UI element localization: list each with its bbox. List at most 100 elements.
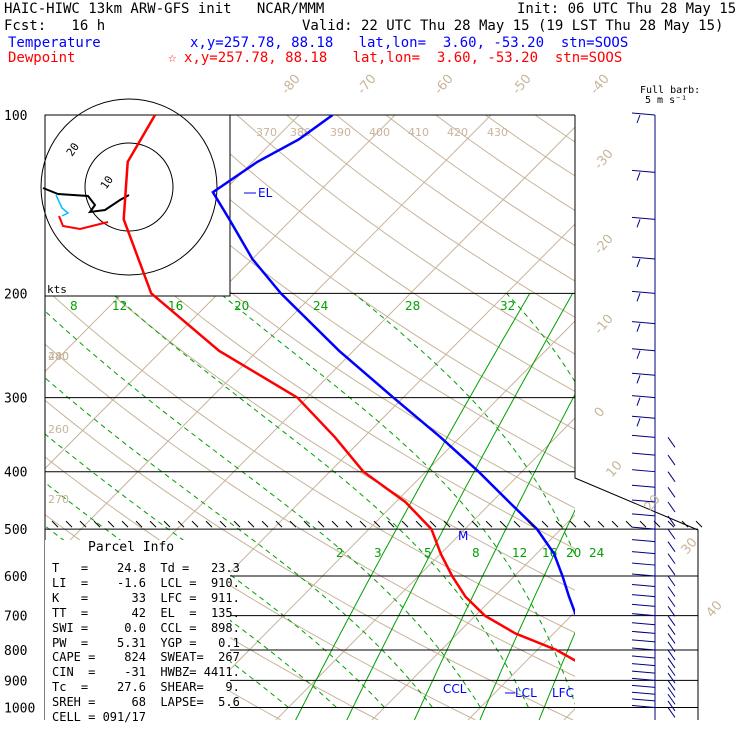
pressure-label: 500: [4, 523, 27, 538]
dry-adiabat-line: [684, 115, 740, 720]
adiabat-label: 440: [48, 350, 69, 363]
wind-barb-flag: [667, 528, 676, 540]
mixing-ratio-label: 3: [374, 546, 382, 560]
dry-adiabat-line: [435, 115, 575, 212]
wind-barb: [631, 415, 656, 419]
parcel-info-row: PW = 5.31 YGP = 0.1: [52, 635, 240, 650]
wind-barb-flag: [667, 657, 676, 669]
wind-barb-flag: [667, 700, 676, 712]
dry-adiabat-line: [585, 115, 740, 720]
isotherm-line: [0, 115, 11, 720]
wind-barb-flag: [636, 323, 641, 332]
isotherm-line: [660, 115, 740, 720]
inversion-hatch: [219, 520, 227, 528]
isotherm-line: [275, 417, 575, 720]
dewpoint-profile-line: [122, 115, 575, 662]
parcel-info-row: CIN = -31 HWBZ= 4411.: [52, 665, 240, 680]
barb-legend-line1: Full barb:: [640, 85, 701, 96]
mixing-ratio-label: 8: [70, 299, 78, 313]
wind-barb: [631, 526, 656, 530]
wind-barb-flag: [667, 515, 676, 527]
parcel-info-row: SWI = 0.0 CCL = 898.: [52, 620, 240, 635]
wind-barb-flag: [667, 624, 676, 635]
wind-barb: [631, 684, 656, 688]
wind-barb-flag: [667, 541, 676, 552]
right-axis: [574, 115, 699, 720]
inversion-hatch: [527, 520, 535, 528]
wind-barb-flag: [667, 606, 676, 617]
wind-barb-flag: [636, 397, 641, 406]
wind-barb-flag: [667, 564, 676, 576]
parcel-info-row: T = 24.8 Td = 23.3: [52, 561, 240, 575]
isotherm-label: 0: [592, 405, 609, 421]
wind-barb: [631, 434, 656, 438]
wind-barb-flag: [667, 672, 676, 684]
wind-barb-flag: [667, 693, 676, 705]
isotherm-label: -60: [432, 72, 457, 98]
hodograph-trace-cyan: [55, 194, 70, 217]
isotherm-label: 20: [642, 492, 664, 514]
wind-barb: [631, 584, 656, 588]
wind-barb: [631, 469, 656, 473]
temperature-legend-info: x,y=257.78, 88.18 lat,lon= 3.60, -53.20 …: [190, 35, 629, 51]
inversion-hatch: [261, 520, 269, 528]
wind-barb-flag: [667, 649, 676, 661]
wind-barb: [631, 216, 656, 220]
mixing-ratio-label: 8: [472, 546, 480, 560]
parcel-info-row: TT = 42 EL = 135.: [52, 605, 240, 620]
wind-barb-flag: [667, 454, 676, 466]
wind-barb-flag: [667, 437, 676, 448]
inversion-hatch: [233, 520, 241, 528]
dewpoint-star-icon: ☆: [168, 50, 177, 66]
wind-barb-flag: [667, 596, 676, 607]
dry-adiabat-line: [335, 115, 575, 282]
mixing-ratio-label: 5: [424, 546, 432, 560]
wind-barb: [631, 647, 656, 651]
wind-barb: [631, 622, 656, 626]
mixing-ratio-line: [583, 293, 740, 720]
isotherm-label: -50: [510, 72, 535, 98]
mixing-ratio-line: [413, 393, 575, 720]
inversion-hatch: [303, 520, 311, 528]
adiabat-label: 270: [48, 493, 69, 506]
mixing-ratio-label: 2: [336, 546, 344, 560]
mixing-ratio-label: 16: [542, 546, 557, 560]
dry-adiabat-line: [485, 115, 575, 177]
inversion-hatch: [205, 520, 213, 528]
mixing-ratio-label: 24: [313, 299, 328, 313]
wind-barb-flag: [636, 293, 641, 302]
mixing-ratio-label: 12: [512, 546, 527, 560]
hodograph-ring-label: 10: [98, 173, 116, 191]
wind-barb: [631, 551, 656, 555]
init-time: Init: 06 UTC Thu 28 May 15: [517, 1, 737, 17]
annotation-el: EL: [258, 186, 273, 200]
wind-barb: [631, 395, 656, 399]
wind-barb: [631, 348, 656, 352]
parcel-info-row: SREH = 68 LAPSE= 5.6: [52, 695, 240, 710]
annotation-ccl: CCL: [443, 682, 467, 696]
inversion-hatch: [345, 520, 353, 528]
isotherm-label: -20: [592, 232, 617, 258]
isotherm-line: [45, 115, 492, 567]
parcel-info-row: CELL = 091/17: [52, 710, 146, 724]
wind-barb-flag: [667, 665, 676, 676]
wind-barb: [631, 513, 656, 517]
inversion-hatch: [499, 520, 507, 528]
inversion-hatch: [177, 520, 185, 528]
isotherm-label: 10: [604, 458, 626, 480]
inversion-hatch: [597, 520, 605, 528]
annotation-lfc: LFC: [552, 686, 574, 700]
parcel-info-row: CAPE = 824 SWEAT= 267: [52, 650, 240, 665]
barb-legend-line2: 5 m s⁻¹: [645, 95, 688, 106]
wind-barb-flag: [667, 575, 676, 587]
parcel-panel-bg: [45, 540, 230, 720]
isotherm-label: -40: [588, 72, 613, 98]
mixing-ratio-line: [346, 293, 574, 720]
wind-barb-flag: [667, 707, 676, 718]
adiabat-label: 280: [48, 350, 69, 363]
isotherm-label: -70: [355, 72, 380, 98]
mixing-ratio-line: [538, 631, 575, 720]
forecast-hour: Fcst: 16 h: [4, 18, 106, 34]
wind-barb: [631, 452, 656, 456]
